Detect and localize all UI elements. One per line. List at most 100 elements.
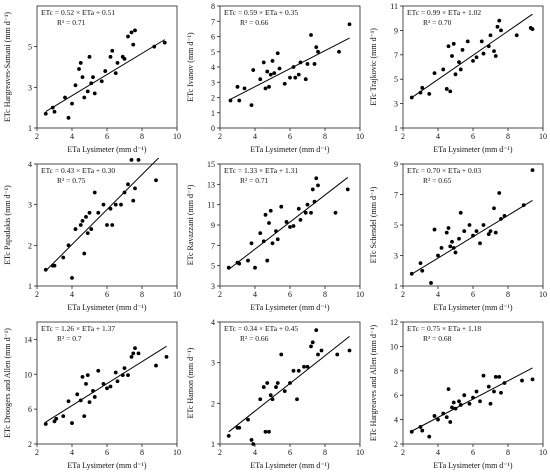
data-point — [249, 103, 254, 108]
scatter-panel-7: 2 4 6 8 10 2 6 10 14 ETa Lysimeter (mm d⁻¹) ETc Dr… — [1, 316, 184, 474]
data-point — [520, 378, 524, 383]
data-point — [133, 186, 137, 191]
data-point — [458, 403, 463, 407]
data-point — [418, 425, 423, 429]
data-point — [314, 176, 319, 181]
x-axis-label: ETa Lysimeter (mm d⁻¹) — [250, 145, 329, 154]
x-tick-label: 10 — [539, 132, 547, 141]
x-tick-label: 4 — [253, 448, 257, 457]
data-point — [493, 54, 498, 58]
data-point — [335, 352, 340, 357]
data-point — [61, 255, 66, 260]
data-point — [429, 281, 433, 285]
x-tick-label: 8 — [323, 132, 327, 141]
data-point — [444, 415, 449, 420]
data-point — [467, 401, 472, 406]
y-tick-label: 1 — [28, 124, 32, 133]
data-point — [92, 395, 97, 399]
y-tick-label: 5 — [394, 221, 398, 230]
x-tick-label: 6 — [471, 132, 475, 141]
data-point — [481, 223, 486, 227]
data-point — [499, 390, 503, 395]
data-point — [237, 425, 242, 430]
data-point — [492, 49, 496, 54]
regression-equation: ETc = 1.26 × ETa + 1.37 — [41, 324, 115, 333]
data-point — [488, 401, 493, 406]
data-point — [305, 364, 310, 369]
data-point — [152, 44, 157, 49]
data-point — [502, 213, 507, 218]
scatter-panel-2: 2 4 6 8 10 0 1 2 3 4 5 6 7 8 ETa Lysimeter (mm d⁻¹) ETc… — [184, 0, 367, 158]
regression-line — [411, 13, 533, 98]
data-point — [492, 389, 496, 394]
data-point — [481, 51, 486, 56]
x-tick-label: 4 — [253, 132, 257, 141]
y-tick-label: 3 — [394, 252, 398, 261]
data-point — [275, 237, 280, 242]
data-point — [154, 363, 158, 368]
data-point — [110, 223, 115, 227]
x-tick-label: 2 — [35, 132, 39, 141]
data-point — [89, 81, 94, 86]
x-tick-label: 8 — [140, 448, 144, 457]
y-tick-label: 3 — [28, 201, 32, 210]
x-tick-label: 2 — [218, 132, 222, 141]
data-point — [448, 420, 453, 424]
data-point — [235, 84, 240, 89]
data-point — [316, 49, 320, 54]
data-point — [314, 328, 319, 333]
scatter-chart-9: 2 4 6 8 10 2 4 6 8 10 12 ETa Lysimeter (mm d⁻¹) ETc … — [369, 318, 547, 470]
scatter-panel-4: 2 4 6 8 10 1 2 3 4 ETa Lysimeter (mm d⁻¹) ETc Papa… — [1, 158, 184, 316]
data-point — [409, 95, 414, 100]
data-point — [453, 72, 458, 77]
x-tick-label: 6 — [288, 132, 292, 141]
data-point — [99, 79, 104, 84]
data-point — [80, 375, 85, 379]
data-point — [119, 202, 123, 207]
y-tick-label: 3 — [211, 78, 215, 87]
data-point — [495, 24, 500, 29]
x-tick-label: 4 — [436, 290, 440, 299]
y-tick-label: 12 — [390, 318, 398, 327]
data-point — [253, 265, 257, 270]
data-point — [457, 236, 461, 241]
data-point — [467, 223, 472, 227]
y-axis-label: ETc Schendel (mm d⁻¹) — [369, 186, 378, 263]
x-axis-label: ETa Lysimeter (mm d⁻¹) — [250, 461, 329, 470]
x-tick-label: 4 — [70, 290, 74, 299]
data-point — [316, 183, 320, 188]
y-tick-label: 2 — [28, 241, 32, 250]
data-point — [268, 393, 273, 398]
data-point — [154, 178, 158, 183]
data-point — [499, 28, 503, 33]
data-point — [309, 210, 313, 215]
scatter-chart-7: 2 4 6 8 10 2 6 10 14 ETa Lysimeter (mm d⁻¹) ETc Dr… — [3, 321, 181, 470]
data-point — [444, 230, 449, 235]
data-point — [261, 385, 266, 389]
data-point — [450, 239, 454, 244]
y-tick-label: 9 — [394, 26, 398, 35]
data-point — [246, 258, 250, 263]
x-tick-label: 6 — [105, 290, 109, 299]
x-tick-label: 8 — [140, 132, 144, 141]
data-point — [126, 182, 130, 187]
data-point — [298, 60, 303, 65]
data-point — [265, 381, 270, 385]
y-tick-label: 7 — [394, 191, 398, 200]
data-point — [474, 229, 479, 233]
data-point — [54, 416, 59, 421]
data-point — [122, 366, 127, 371]
x-tick-label: 8 — [506, 448, 510, 457]
data-point — [347, 348, 352, 353]
data-point — [493, 230, 498, 235]
data-point — [115, 61, 120, 65]
data-point — [131, 42, 136, 47]
data-point — [43, 111, 48, 116]
y-tick-label: 7 — [394, 51, 398, 60]
x-tick-label: 6 — [288, 448, 292, 457]
data-point — [275, 381, 280, 385]
x-tick-label: 10 — [173, 448, 181, 457]
y-tick-label: 4 — [28, 160, 32, 169]
data-point — [270, 241, 275, 246]
data-point — [52, 109, 57, 114]
